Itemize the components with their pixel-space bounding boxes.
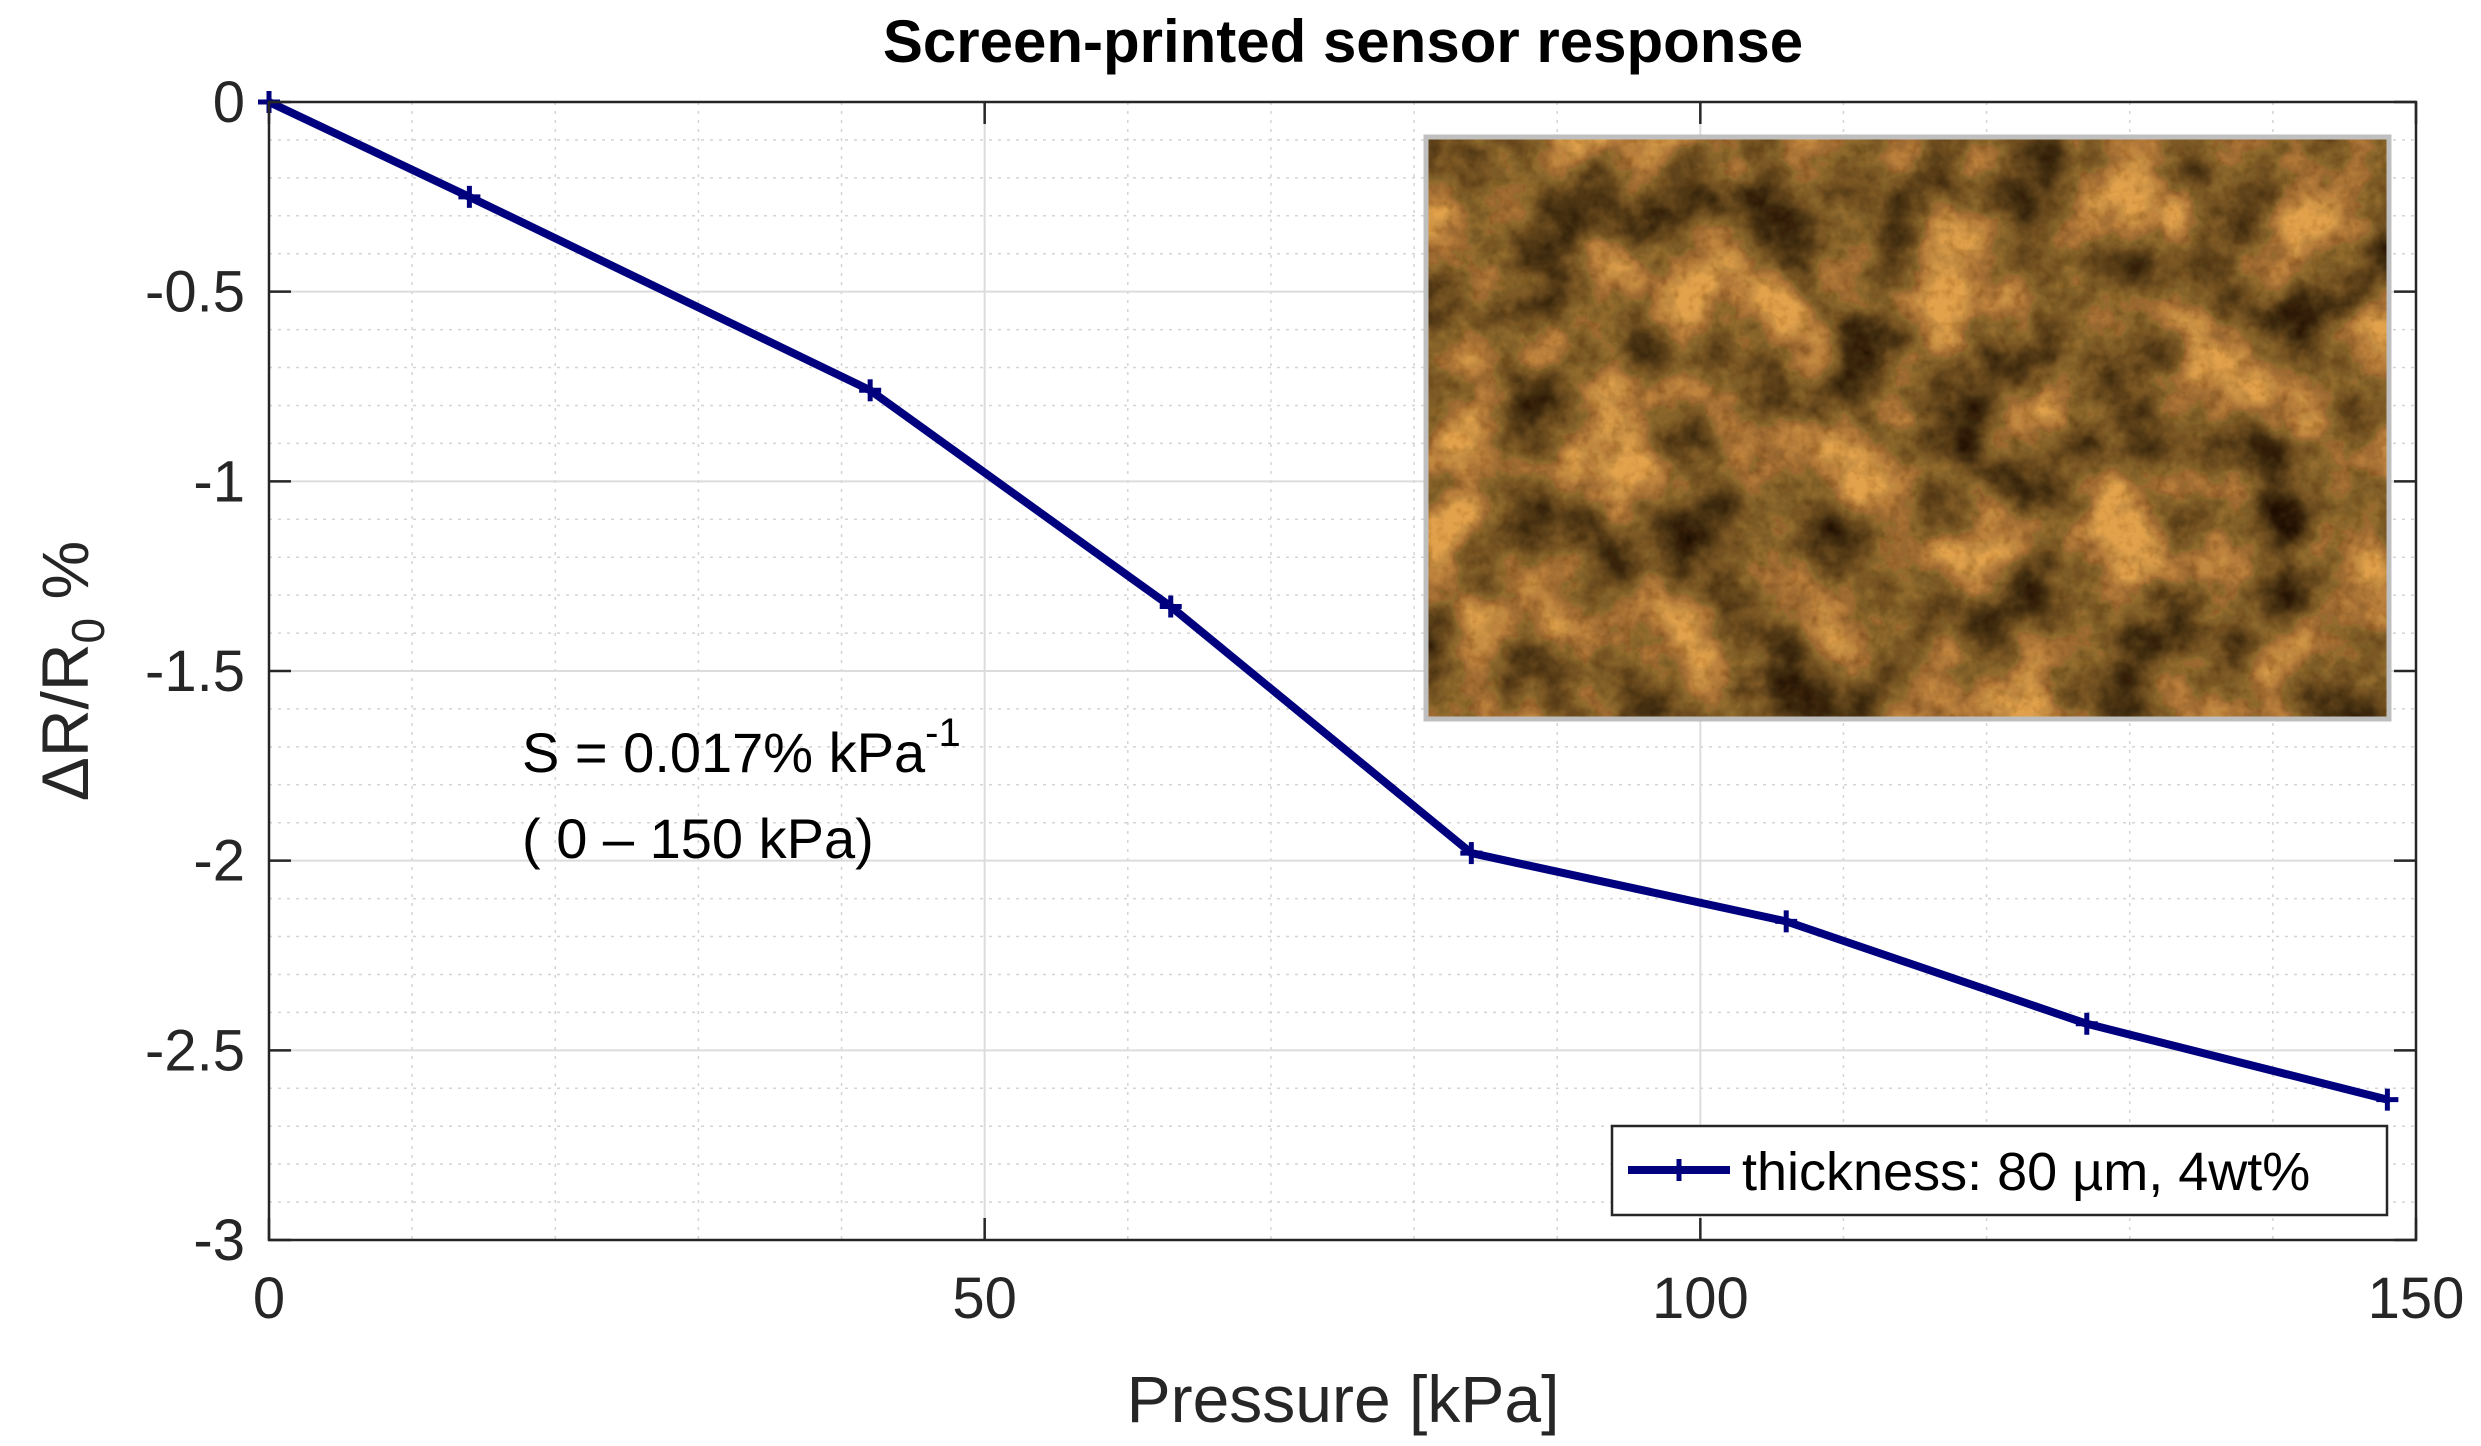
legend: thickness: 80 µm, 4wt%: [1610, 1124, 2389, 1217]
x-axis-label: Pressure [kPa]: [1127, 1362, 1560, 1436]
series-line: [267, 98, 2389, 1104]
tick-labels: 0 50 100 150 0 -0.5 -1 -1.5 -2 -2.5 -3: [145, 70, 2464, 1331]
data-point-marker: [1668, 1159, 1690, 1181]
y-axis-label-main: ΔR/R: [28, 643, 102, 801]
y-tick-label: -0.5: [145, 260, 245, 325]
y-tick-label: 0: [213, 70, 245, 135]
y-axis-label: ΔR/R0 %: [28, 541, 114, 801]
x-tick-label: 100: [1652, 1266, 1749, 1331]
data-point-marker: [2075, 1012, 2098, 1035]
legend-box: [1610, 1124, 2389, 1217]
range-annotation: ( 0 – 150 kPa): [522, 807, 874, 870]
sensitivity-exponent: -1: [925, 711, 961, 755]
micrograph-image: [1426, 137, 2389, 719]
y-tick-label: -1: [193, 449, 245, 514]
chart-title: Screen-printed sensor response: [883, 8, 1803, 75]
y-axis-label-subscript: 0: [62, 618, 114, 644]
sensitivity-text: S = 0.017% kPa: [522, 721, 926, 784]
data-point-marker: [859, 379, 882, 402]
y-tick-label: -2: [193, 829, 245, 894]
data-point-marker: [2376, 1088, 2399, 1111]
sensitivity-annotation: S = 0.017% kPa-1: [522, 711, 961, 784]
data-point-marker: [1159, 595, 1182, 618]
x-tick-label: 0: [253, 1266, 285, 1331]
x-tick-label: 150: [2368, 1266, 2465, 1331]
x-tick-label: 50: [952, 1266, 1017, 1331]
y-tick-label: -3: [193, 1208, 245, 1273]
micrograph-border: [1423, 134, 2392, 722]
data-point-marker: [1460, 842, 1483, 865]
y-tick-label: -2.5: [145, 1018, 245, 1083]
data-point-marker: [458, 185, 481, 208]
tick-marks: [267, 100, 2418, 1242]
legend-marker: [1668, 1159, 1690, 1181]
y-tick-label: -1.5: [145, 639, 245, 704]
data-point-marker: [1775, 910, 1798, 933]
legend-label: thickness: 80 µm, 4wt%: [1742, 1142, 2310, 1202]
y-axis-label-suffix: %: [28, 541, 102, 618]
